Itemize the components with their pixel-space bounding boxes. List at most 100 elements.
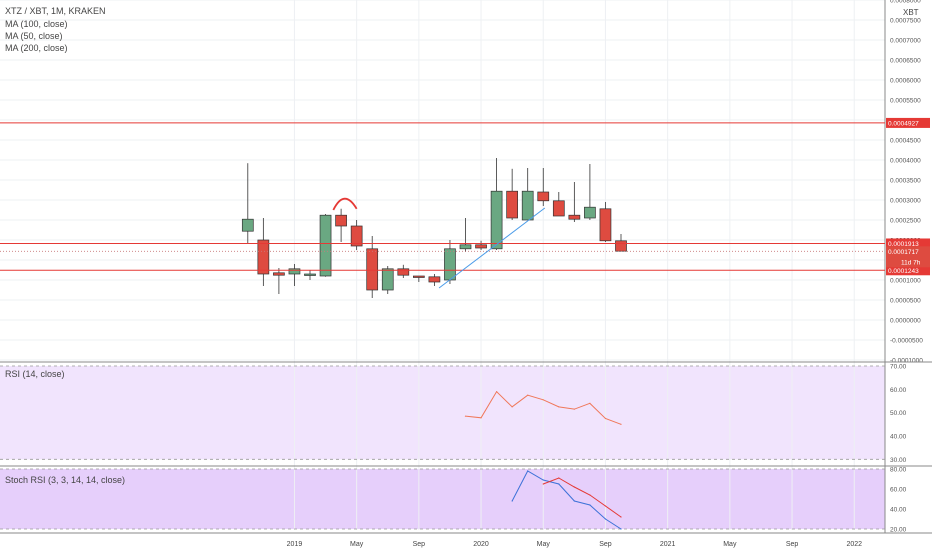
stoch-d-point-5 xyxy=(620,516,622,518)
level-label-1: 0.0001913 xyxy=(888,241,919,248)
symbol-title: XTZ / XBT, 1M, KRAKEN xyxy=(5,6,106,16)
price-tick-label-17: -0.0000500 xyxy=(890,338,923,345)
x-tick-label-8: Sep xyxy=(786,541,799,548)
stoch-k-line xyxy=(511,470,622,530)
price-tick-label-11: 0.0002500 xyxy=(890,218,921,225)
trendline xyxy=(438,207,546,289)
candle-body-8 xyxy=(366,248,379,291)
x-tick-label-3: 2020 xyxy=(473,541,489,548)
indicator-ma-50: MA (50, close) xyxy=(5,31,63,41)
candle-body-5 xyxy=(319,214,332,277)
stoch-k-point-0 xyxy=(511,500,513,502)
stoch-d-point-4 xyxy=(604,505,607,507)
currency-label: XBT xyxy=(903,8,919,17)
price-tick-label-10: 0.0003000 xyxy=(890,198,921,205)
price-tick-label-7: 0.0004500 xyxy=(890,138,921,145)
rsi-point-10 xyxy=(620,423,622,425)
price-tick-label-3: 0.0006500 xyxy=(890,58,921,65)
candle-body-4 xyxy=(304,273,316,276)
rsi-point-7 xyxy=(573,408,575,410)
candle-body-13 xyxy=(444,248,456,281)
stoch-tick-label-0: 80.00 xyxy=(890,467,907,474)
rsi-tick-label-0: 70.00 xyxy=(890,364,907,371)
candle-body-0 xyxy=(241,218,254,232)
stoch-k-point-4 xyxy=(573,500,575,502)
indicator-ma-100: MA (100, close) xyxy=(5,19,68,29)
price-tick-label-14: 0.0001000 xyxy=(890,278,921,285)
rsi-point-0 xyxy=(464,415,467,417)
candle-body-10 xyxy=(397,268,410,276)
rsi-tick-label-4: 30.00 xyxy=(890,457,907,464)
candle-body-11 xyxy=(413,275,425,278)
rsi-pane-title: RSI (14, close) xyxy=(5,369,65,379)
rsi-point-8 xyxy=(589,402,591,404)
candle-body-17 xyxy=(506,190,518,219)
rsi-point-6 xyxy=(558,406,560,408)
rsi-point-9 xyxy=(604,417,607,420)
stoch-d-point-3 xyxy=(589,494,591,496)
price-tick-label-18: -0.0001000 xyxy=(890,358,923,365)
stoch-d-point-2 xyxy=(573,486,575,488)
rsi-tick-label-2: 50.00 xyxy=(890,410,907,417)
level-tag-2 xyxy=(886,265,930,276)
price-tick-label-8: 0.0004000 xyxy=(890,158,921,165)
price-tick-label-2: 0.0007000 xyxy=(890,38,921,45)
price-tick-label-1: 0.0007500 xyxy=(890,18,921,25)
price-tick-label-16: 0.0000000 xyxy=(890,318,921,325)
annotation-arc xyxy=(332,197,358,211)
stoch-rsi-pane-title: Stoch RSI (3, 3, 14, 14, close) xyxy=(5,475,126,485)
candle-body-22 xyxy=(584,206,596,219)
rsi-point-4 xyxy=(527,394,529,396)
x-tick-label-0: 2019 xyxy=(287,541,303,548)
price-tick-label-4: 0.0006000 xyxy=(890,78,921,85)
indicator-ma-200: MA (200, close) xyxy=(5,43,68,53)
candle-body-9 xyxy=(381,268,394,291)
countdown-label: 11d 7h xyxy=(901,259,921,266)
stoch-d-point-0 xyxy=(542,483,544,485)
stoch-k-point-1 xyxy=(527,470,529,472)
price-tick-label-15: 0.0000500 xyxy=(890,298,921,305)
candle-body-15 xyxy=(475,244,487,249)
rsi-band xyxy=(0,366,885,460)
price-tick-label-5: 0.0005500 xyxy=(890,98,921,105)
rsi-tick-label-3: 40.00 xyxy=(890,434,907,441)
level-label-2: 0.0001243 xyxy=(888,268,919,275)
candle-body-1 xyxy=(257,239,270,275)
candle-body-21 xyxy=(568,214,581,220)
stoch-d-line xyxy=(543,477,622,518)
rsi-point-2 xyxy=(496,391,498,393)
x-tick-label-7: May xyxy=(723,541,737,548)
stoch-k-point-6 xyxy=(604,518,607,520)
candle-body-2 xyxy=(273,272,285,276)
x-tick-label-6: 2021 xyxy=(660,541,676,548)
x-tick-label-4: May xyxy=(537,541,551,548)
level-tag-1 xyxy=(886,238,930,249)
candle-body-20 xyxy=(552,200,565,217)
stoch-band xyxy=(0,469,885,529)
stoch-tick-label-1: 60.00 xyxy=(890,487,907,494)
stoch-k-point-2 xyxy=(542,479,544,481)
stoch-k-point-3 xyxy=(558,483,560,485)
current-price-tag xyxy=(886,246,930,268)
x-tick-label-2: Sep xyxy=(413,541,426,548)
stoch-d-point-1 xyxy=(558,477,560,479)
stoch-tick-label-3: 20.00 xyxy=(890,527,907,534)
price-tick-label-9: 0.0003500 xyxy=(890,178,921,185)
x-tick-label-9: 2022 xyxy=(846,541,862,548)
stoch-k-point-5 xyxy=(589,504,591,506)
stoch-k-point-7 xyxy=(620,528,622,530)
stoch-tick-label-2: 40.00 xyxy=(890,507,907,514)
candle-body-18 xyxy=(521,190,534,221)
price-tick-label-0: 0.0008000 xyxy=(890,0,921,5)
rsi-point-5 xyxy=(542,399,544,401)
x-tick-label-5: Sep xyxy=(599,541,612,548)
candle-body-19 xyxy=(537,191,550,202)
candle-body-16 xyxy=(490,190,503,250)
candle-body-3 xyxy=(288,268,301,275)
x-tick-label-1: May xyxy=(350,541,364,548)
candle-body-7 xyxy=(350,225,363,247)
candle-body-24 xyxy=(615,240,627,252)
candle-body-12 xyxy=(428,276,441,283)
level-tag-0 xyxy=(886,117,930,128)
